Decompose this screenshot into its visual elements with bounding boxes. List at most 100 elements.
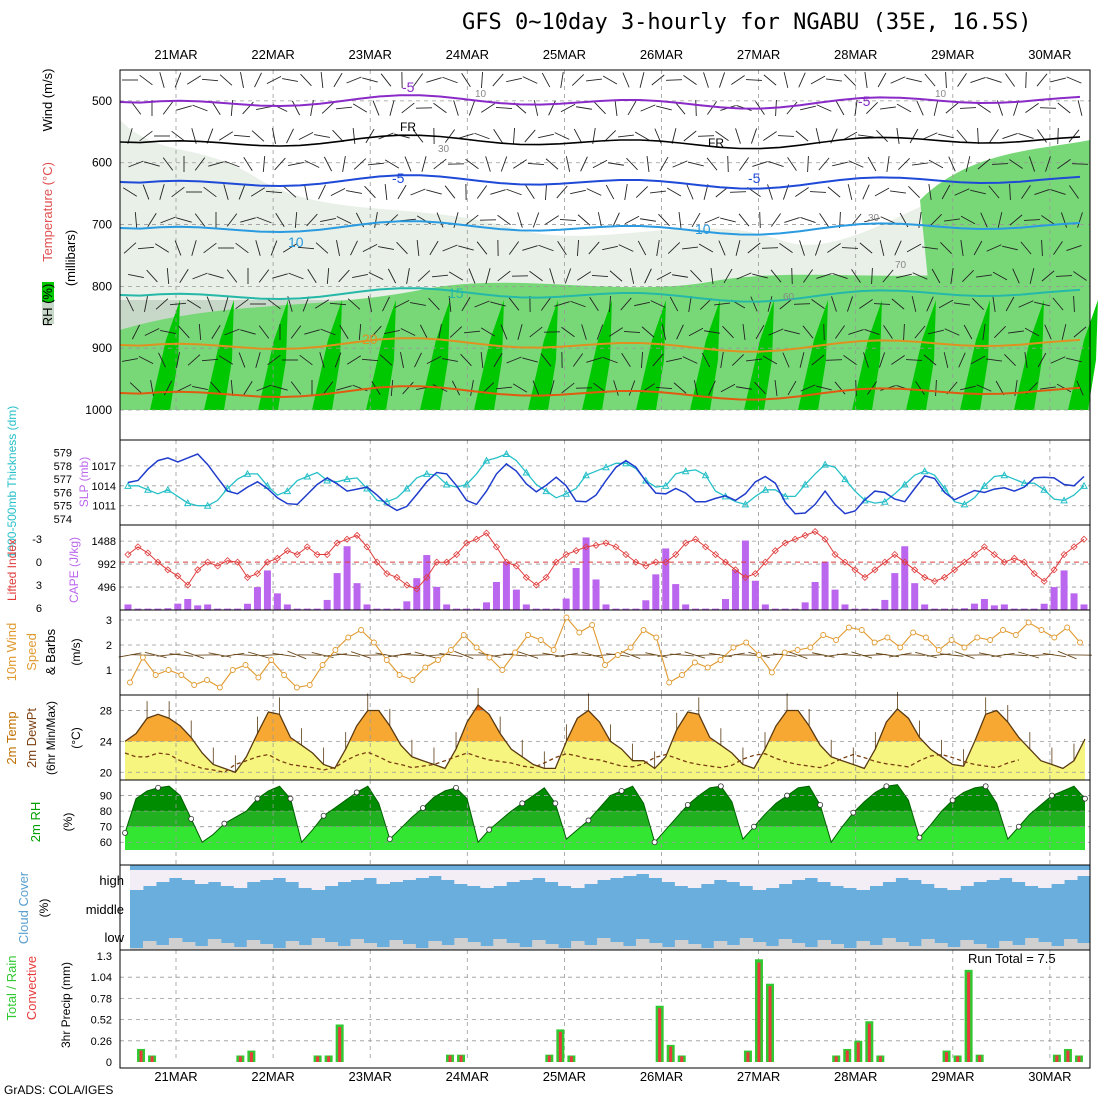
wind-speed-point bbox=[897, 644, 904, 651]
li-point bbox=[711, 550, 720, 559]
cloud-low-bar bbox=[259, 944, 274, 950]
wind-barb bbox=[320, 218, 336, 222]
cape-bar bbox=[552, 608, 560, 610]
wind-barb bbox=[468, 100, 476, 116]
cloud-low-bar bbox=[843, 948, 857, 950]
wind-barb bbox=[346, 76, 362, 84]
temp-tick: 24 bbox=[100, 736, 112, 748]
axis-title-li: Lifted Index bbox=[5, 539, 19, 601]
wind-speed-point bbox=[820, 632, 827, 638]
wind-barb bbox=[524, 129, 536, 143]
cloud-low-bar bbox=[700, 948, 715, 950]
cloud-low-bar bbox=[869, 945, 883, 950]
thickness-point bbox=[283, 487, 292, 495]
li-point bbox=[791, 535, 799, 543]
wind-barb bbox=[304, 184, 308, 200]
wind-barb bbox=[777, 135, 795, 137]
wind-barb bbox=[223, 184, 229, 200]
wind-barb bbox=[230, 99, 234, 117]
cloud-low-bar bbox=[532, 940, 546, 950]
rh-layer-dark bbox=[150, 300, 180, 410]
wind-barb bbox=[144, 161, 160, 167]
wind-barb bbox=[991, 652, 1015, 658]
wind-barb bbox=[265, 190, 283, 194]
thickness-point bbox=[462, 480, 471, 488]
wind-barb bbox=[1050, 189, 1066, 195]
wind-barb bbox=[1005, 296, 1015, 312]
wind-barb bbox=[688, 327, 704, 337]
wind-barb bbox=[851, 651, 873, 659]
wind-speed-point bbox=[396, 672, 403, 678]
cape-bar bbox=[642, 600, 650, 610]
cloud-high-bar bbox=[168, 870, 183, 878]
date-label-bottom: 22MAR bbox=[251, 1069, 294, 1084]
cloud-low-bar bbox=[324, 942, 339, 950]
wind-barb bbox=[894, 240, 902, 256]
cloud-low-bar bbox=[493, 939, 507, 950]
wind-barb bbox=[903, 323, 905, 341]
cloud-high-bar bbox=[610, 870, 624, 878]
isotherm-15 bbox=[119, 287, 1081, 303]
cape-bar bbox=[283, 604, 291, 610]
wind-barb bbox=[128, 274, 144, 278]
wind-barb bbox=[896, 273, 912, 279]
wind-speed-point bbox=[242, 662, 249, 668]
precip-bar-convective bbox=[967, 972, 971, 1062]
wind-barb bbox=[581, 651, 603, 659]
date-label-top: 22MAR bbox=[251, 47, 294, 62]
wind-barb bbox=[321, 102, 335, 114]
cape-bar bbox=[443, 604, 451, 610]
wind-barb bbox=[586, 188, 602, 196]
cape-bar bbox=[622, 608, 630, 610]
wind-barb bbox=[863, 352, 869, 368]
wind-barb bbox=[589, 297, 599, 311]
axis-title-pressure: (millibars) bbox=[63, 230, 78, 286]
cloud-low-bar bbox=[817, 940, 832, 950]
axis-title-precip: 3hr Precip (mm) bbox=[59, 962, 73, 1048]
wind-barb bbox=[310, 100, 314, 116]
li-point bbox=[144, 549, 152, 557]
cloud-high-bar bbox=[973, 870, 987, 882]
wind-barb bbox=[832, 272, 848, 280]
wind-barb bbox=[533, 100, 539, 116]
wind-barb bbox=[375, 652, 399, 658]
cloud-high-bar bbox=[960, 870, 974, 886]
wind-barb bbox=[935, 379, 937, 397]
cloud-high-bar bbox=[389, 870, 403, 882]
wind-barb bbox=[997, 212, 1003, 228]
wind-barb bbox=[126, 296, 134, 312]
li-point bbox=[353, 531, 361, 539]
cape-bar bbox=[692, 608, 700, 610]
wind-barb bbox=[224, 160, 240, 168]
wind-barb bbox=[485, 156, 491, 172]
wind-barb bbox=[596, 324, 604, 340]
wind-barb bbox=[1020, 241, 1032, 255]
wind-barb bbox=[335, 106, 353, 110]
li-point bbox=[1000, 558, 1008, 566]
pressure-tick: 900 bbox=[92, 341, 112, 355]
cloud-low-bar bbox=[739, 938, 754, 950]
wind-barb bbox=[564, 268, 572, 284]
cape-bar bbox=[542, 608, 550, 610]
li-point bbox=[502, 558, 510, 566]
li-point bbox=[811, 528, 819, 536]
cloud-high-bar bbox=[1077, 870, 1091, 876]
wind-barb bbox=[960, 215, 976, 225]
li-point bbox=[562, 550, 570, 559]
wind-barb bbox=[297, 246, 315, 250]
wind-barb bbox=[318, 184, 326, 200]
precip-bar-convective bbox=[327, 1056, 331, 1062]
slp-tick: 1014 bbox=[92, 481, 116, 493]
wind-barb bbox=[554, 301, 570, 307]
wind-speed-point bbox=[345, 634, 352, 641]
cloud-high-bar bbox=[804, 870, 819, 878]
rh-band-mid bbox=[125, 811, 1085, 827]
axis-title-temp: 2m Temp bbox=[4, 711, 19, 764]
wind-barb bbox=[352, 103, 368, 113]
cape-bar bbox=[204, 604, 212, 610]
wind-barb bbox=[353, 158, 367, 170]
wind-barb bbox=[329, 302, 347, 306]
wind-barb bbox=[382, 296, 390, 312]
wind-barb bbox=[883, 325, 893, 339]
wind-barb bbox=[221, 652, 245, 658]
